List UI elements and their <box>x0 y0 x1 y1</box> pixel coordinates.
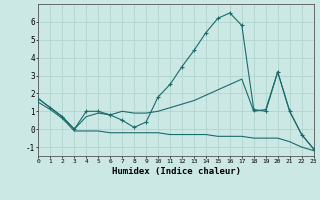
X-axis label: Humidex (Indice chaleur): Humidex (Indice chaleur) <box>111 167 241 176</box>
